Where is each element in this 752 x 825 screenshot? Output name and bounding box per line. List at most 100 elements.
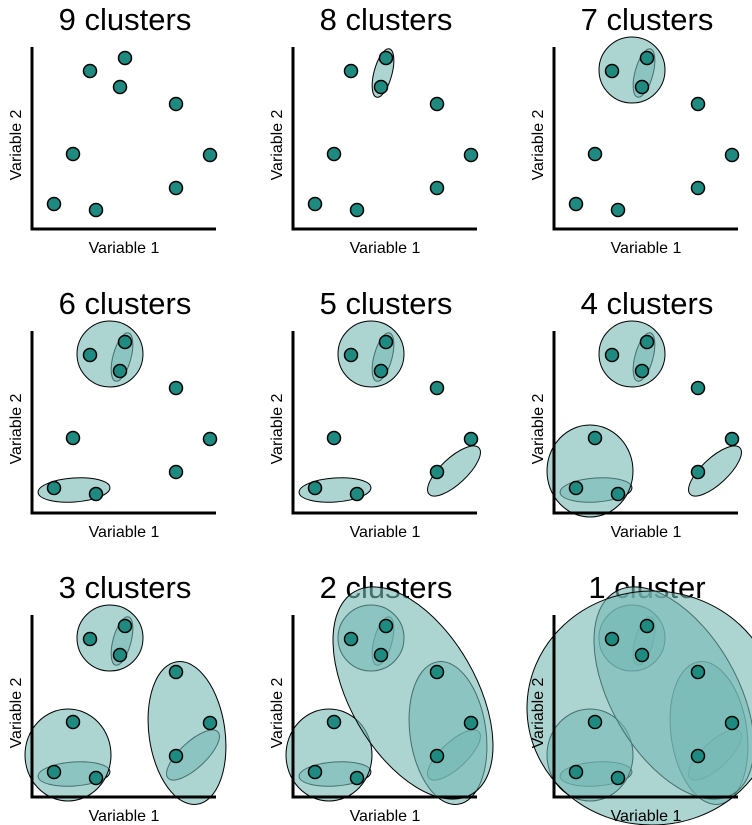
axes <box>30 331 216 515</box>
data-point <box>373 647 389 663</box>
panel-title: 5 clusters <box>320 286 453 321</box>
data-point <box>724 715 740 731</box>
cluster-ellipse <box>526 590 752 825</box>
data-point <box>168 748 184 764</box>
cluster-ellipse <box>688 445 742 497</box>
data-point <box>690 464 706 480</box>
x-axis-label: Variable 1 <box>89 240 160 257</box>
data-point <box>349 486 365 502</box>
data-point <box>82 63 98 79</box>
y-axis-label: Variable 2 <box>8 393 25 464</box>
data-point <box>378 334 394 350</box>
data-point <box>117 50 133 66</box>
y-axis-label: Variable 2 <box>269 677 286 748</box>
data-point <box>117 334 133 350</box>
data-point <box>724 431 740 447</box>
data-point <box>117 618 133 634</box>
y-axis-label: Variable 2 <box>530 393 547 464</box>
data-point <box>373 363 389 379</box>
data-point <box>65 146 81 162</box>
data-point <box>46 764 62 780</box>
panel-title: 4 clusters <box>581 286 714 321</box>
panel-title: 9 clusters <box>59 2 192 37</box>
x-axis-label: Variable 1 <box>89 808 160 825</box>
data-point <box>326 714 342 730</box>
panel-title: 8 clusters <box>320 2 453 37</box>
data-point <box>429 180 445 196</box>
data-point <box>610 770 626 786</box>
data-point <box>88 770 104 786</box>
axes <box>552 615 738 799</box>
y-axis-label: Variable 2 <box>269 109 286 180</box>
data-point <box>568 480 584 496</box>
data-point <box>46 480 62 496</box>
data-point <box>429 464 445 480</box>
data-point <box>343 63 359 79</box>
axes <box>291 47 477 231</box>
data-point <box>326 430 342 446</box>
data-point <box>690 664 706 680</box>
axes <box>30 47 216 231</box>
panel-1: 9 clusters Variable 1 Variable 2 <box>8 2 218 257</box>
x-axis-label: Variable 1 <box>350 240 421 257</box>
data-point <box>46 196 62 212</box>
data-point <box>378 618 394 634</box>
data-point <box>65 714 81 730</box>
data-point <box>343 347 359 363</box>
panel-5: 5 clusters Variable 1 Variable 2 <box>269 286 481 541</box>
cluster-ellipse <box>427 445 481 497</box>
data-point <box>634 79 650 95</box>
data-point <box>202 431 218 447</box>
x-axis-label: Variable 1 <box>350 808 421 825</box>
data-point <box>568 196 584 212</box>
data-point <box>690 180 706 196</box>
data-point <box>168 380 184 396</box>
y-axis-label: Variable 2 <box>530 109 547 180</box>
data-point <box>82 631 98 647</box>
data-point <box>349 202 365 218</box>
panel-title: 6 clusters <box>59 286 192 321</box>
axes <box>552 47 738 231</box>
y-axis-label: Variable 2 <box>269 393 286 464</box>
data-point <box>326 146 342 162</box>
panel-title: 3 clusters <box>59 570 192 605</box>
panel-4: 6 clusters Variable 1 Variable 2 <box>8 286 218 541</box>
data-point <box>429 96 445 112</box>
data-point <box>634 647 650 663</box>
data-point <box>568 764 584 780</box>
axes <box>552 331 738 515</box>
data-point <box>587 714 603 730</box>
data-point <box>587 146 603 162</box>
cluster-ellipse <box>332 586 494 800</box>
x-axis-label: Variable 1 <box>611 524 682 541</box>
x-axis-label: Variable 1 <box>611 808 682 825</box>
data-point <box>88 202 104 218</box>
panel-2: 8 clusters Variable 1 Variable 2 <box>269 2 479 257</box>
x-axis-label: Variable 1 <box>611 240 682 257</box>
data-point <box>463 431 479 447</box>
data-point <box>463 715 479 731</box>
data-point <box>639 618 655 634</box>
data-point <box>463 147 479 163</box>
data-point <box>307 196 323 212</box>
data-point <box>373 79 389 95</box>
data-point <box>634 363 650 379</box>
data-point <box>65 430 81 446</box>
data-point <box>604 347 620 363</box>
x-axis-label: Variable 1 <box>89 524 160 541</box>
data-point <box>112 647 128 663</box>
panel-6: 4 clusters Variable 1 Variable 2 <box>530 286 742 541</box>
data-point <box>168 664 184 680</box>
panel-title: 7 clusters <box>581 2 714 37</box>
data-point <box>604 63 620 79</box>
data-point <box>168 96 184 112</box>
data-point <box>88 486 104 502</box>
data-point <box>112 363 128 379</box>
data-point <box>168 464 184 480</box>
data-point <box>112 79 128 95</box>
y-axis-label: Variable 2 <box>530 677 547 748</box>
axes <box>291 331 477 515</box>
x-axis-label: Variable 1 <box>350 524 421 541</box>
